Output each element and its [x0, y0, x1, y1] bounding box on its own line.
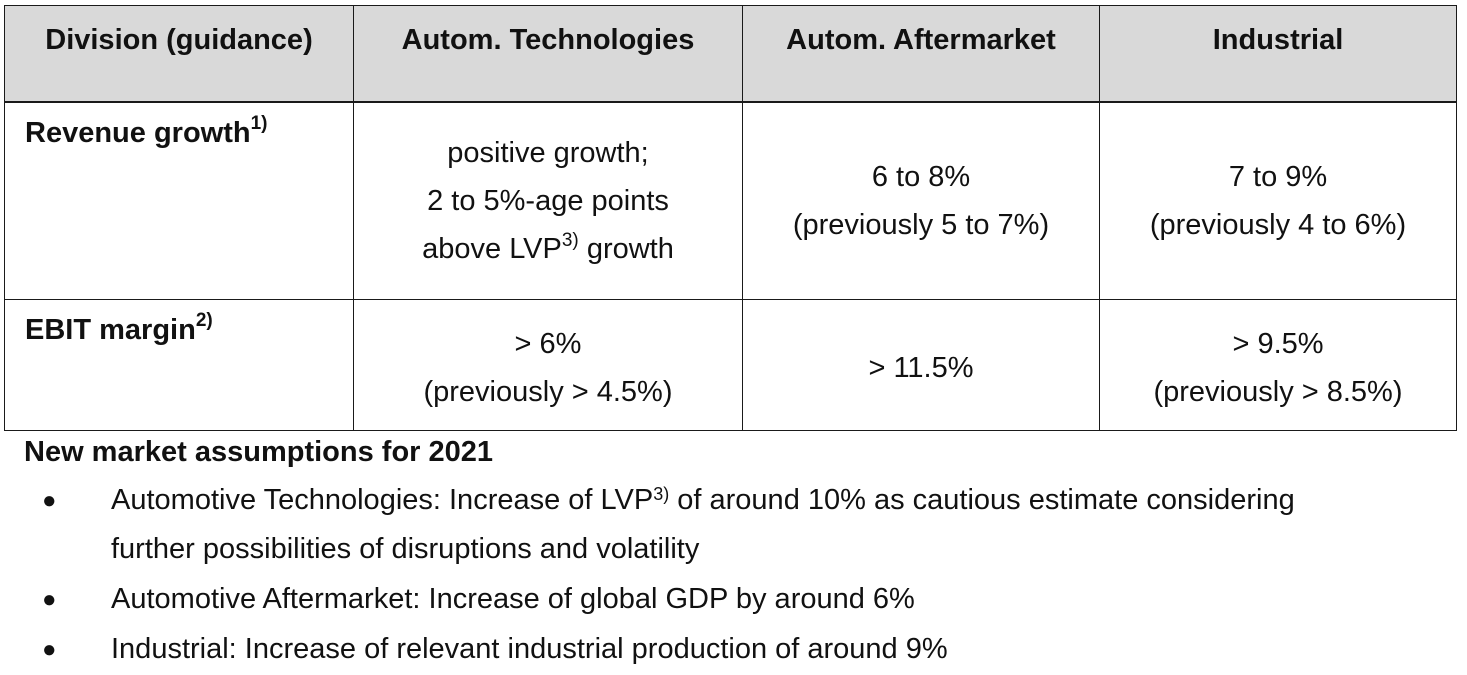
row-label-revenue-growth: Revenue growth1)	[4, 101, 354, 300]
cell-revenue-industrial: 7 to 9% (previously 4 to 6%)	[1099, 101, 1457, 300]
cell-line: (previously > 8.5%)	[1153, 375, 1403, 408]
item-text-continuation: further possibilities of disruptions and…	[111, 533, 700, 565]
table-row-revenue-growth: Revenue growth1) positive growth; 2 to 5…	[4, 101, 1457, 300]
cell-line: 2 to 5%-age points	[427, 184, 669, 217]
header-division: Division (guidance)	[4, 5, 354, 103]
item-text: Industrial: Increase of relevant industr…	[111, 633, 948, 665]
row-label-text: EBIT margin	[25, 313, 196, 346]
row-label-text: Revenue growth	[25, 116, 251, 149]
cell-line: > 6%	[514, 327, 582, 360]
cell-line: > 11.5%	[868, 351, 974, 384]
cell-line: 7 to 9%	[1228, 160, 1328, 193]
cell-ebit-industrial: > 9.5% (previously > 8.5%)	[1099, 298, 1457, 431]
list-item: ● Automotive Technologies: Increase of L…	[24, 476, 1444, 574]
table-header-row: Division (guidance) Autom. Technologies …	[4, 5, 1457, 103]
cell-text: above LVP	[422, 232, 562, 265]
assumptions-list: ● Automotive Technologies: Increase of L…	[24, 476, 1444, 674]
market-assumptions-section: New market assumptions for 2021 ● Automo…	[24, 432, 1444, 675]
cell-ebit-tech: > 6% (previously > 4.5%)	[353, 298, 743, 431]
header-autom-technologies: Autom. Technologies	[353, 5, 743, 103]
item-text: Automotive Aftermarket: Increase of glob…	[111, 583, 915, 615]
cell-revenue-aftermarket: 6 to 8% (previously 5 to 7%)	[742, 101, 1100, 300]
footnote-marker: 1)	[250, 112, 268, 134]
guidance-table: Division (guidance) Autom. Technologies …	[4, 5, 1457, 431]
cell-line: (previously 4 to 6%)	[1149, 208, 1407, 241]
cell-line: (previously 5 to 7%)	[792, 208, 1050, 241]
cell-line: 6 to 8%	[871, 160, 971, 193]
list-item: ● Automotive Aftermarket: Increase of gl…	[24, 575, 1444, 624]
cell-ebit-aftermarket: > 11.5%	[742, 298, 1100, 431]
cell-line: > 9.5%	[1232, 327, 1324, 360]
header-industrial: Industrial	[1099, 5, 1457, 103]
footnote-marker: 2)	[195, 309, 213, 331]
table-row-ebit-margin: EBIT margin2) > 6% (previously > 4.5%) >…	[4, 298, 1457, 431]
cell-line: above LVP3) growth	[354, 225, 742, 273]
bullet-icon: ●	[42, 636, 57, 663]
bullet-icon: ●	[42, 487, 57, 514]
list-item: ● Industrial: Increase of relevant indus…	[24, 625, 1444, 674]
cell-text: growth	[578, 232, 674, 265]
cell-line: (previously > 4.5%)	[423, 375, 673, 408]
cell-line: positive growth;	[447, 136, 649, 169]
header-autom-aftermarket: Autom. Aftermarket	[742, 5, 1100, 103]
item-text: of around 10% as cautious estimate consi…	[669, 484, 1295, 516]
bullet-icon: ●	[42, 586, 57, 613]
assumptions-title: New market assumptions for 2021	[24, 436, 494, 468]
footnote-marker: 3)	[653, 484, 670, 504]
item-text: Automotive Technologies: Increase of LVP	[111, 484, 654, 516]
footnote-marker: 3)	[561, 229, 579, 251]
cell-revenue-tech: positive growth; 2 to 5%-age points abov…	[353, 101, 743, 300]
row-label-ebit-margin: EBIT margin2)	[4, 298, 354, 431]
